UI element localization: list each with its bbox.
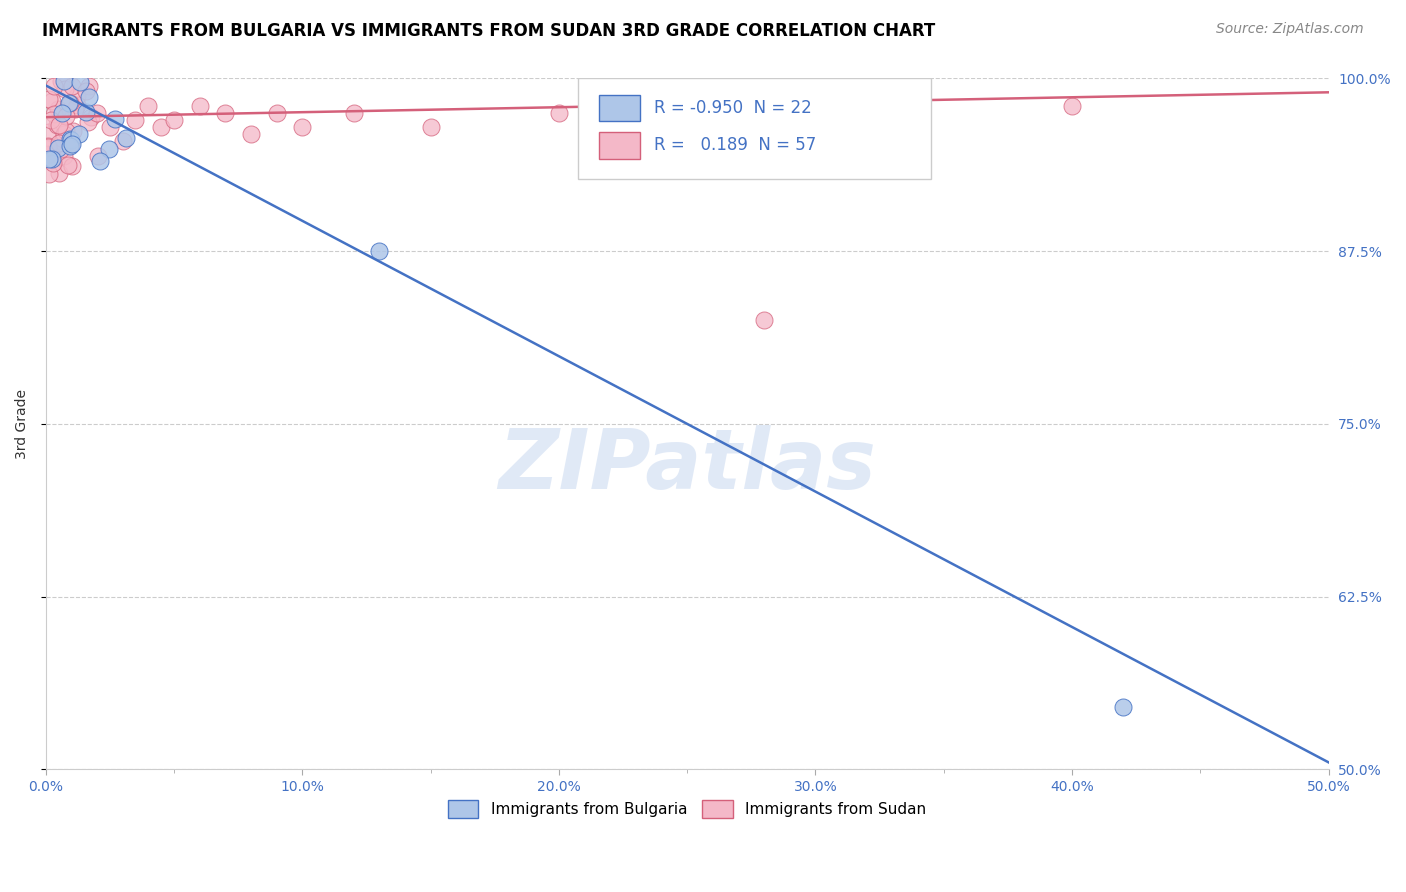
Point [86, 106, 108, 120]
Point [80, 110, 103, 124]
Point [368, 244, 391, 259]
Text: R =   0.189  N = 57: R = 0.189 N = 57 [654, 136, 815, 154]
Point [46, 118, 69, 132]
Point [41, 153, 63, 167]
Point [52, 127, 75, 141]
Point [1060, 99, 1083, 113]
Point [48, 102, 70, 116]
Text: IMMIGRANTS FROM BULGARIA VS IMMIGRANTS FROM SUDAN 3RD GRADE CORRELATION CHART: IMMIGRANTS FROM BULGARIA VS IMMIGRANTS F… [42, 22, 935, 40]
Point [51, 106, 73, 120]
Point [67, 127, 90, 141]
Point [75, 83, 97, 97]
Point [38, 125, 60, 139]
Point [56, 158, 79, 172]
Point [150, 120, 173, 134]
Point [52, 132, 75, 146]
FancyBboxPatch shape [599, 95, 640, 121]
Point [77, 79, 100, 94]
Point [65, 102, 87, 116]
Point [37, 147, 59, 161]
Point [58, 96, 80, 111]
Point [51, 142, 73, 156]
Point [60, 79, 83, 94]
Point [60, 133, 83, 147]
Point [60, 137, 83, 152]
Text: Source: ZipAtlas.com: Source: ZipAtlas.com [1216, 22, 1364, 37]
Point [59, 138, 82, 153]
Point [39, 147, 62, 161]
Point [55, 124, 77, 138]
Point [53, 82, 76, 96]
Point [266, 106, 288, 120]
Text: ZIPatlas: ZIPatlas [498, 425, 876, 506]
Point [419, 120, 441, 134]
Point [752, 313, 775, 327]
Point [41, 94, 63, 108]
Point [59, 96, 82, 111]
Point [52, 149, 75, 163]
Point [291, 120, 314, 134]
Point [188, 99, 211, 113]
Point [42, 156, 65, 170]
Point [103, 112, 125, 126]
Point [69, 75, 91, 89]
Point [42, 79, 65, 94]
Point [77, 89, 100, 103]
Legend: Immigrants from Bulgaria, Immigrants from Sudan: Immigrants from Bulgaria, Immigrants fro… [441, 794, 932, 824]
Point [124, 112, 146, 127]
Point [48, 166, 70, 180]
Point [48, 118, 70, 132]
Point [37, 138, 59, 153]
Point [60, 159, 83, 173]
Point [59, 134, 82, 148]
Point [46, 141, 69, 155]
Point [214, 106, 236, 120]
Point [163, 112, 186, 127]
Point [89, 154, 111, 169]
Point [342, 106, 364, 120]
FancyBboxPatch shape [578, 78, 931, 178]
Point [115, 130, 138, 145]
Point [66, 98, 89, 112]
Point [60, 136, 83, 151]
Point [111, 134, 134, 148]
Point [37, 139, 59, 153]
Point [39, 113, 62, 128]
Point [1112, 700, 1135, 714]
Point [42, 106, 65, 120]
Point [77, 115, 100, 129]
Point [547, 106, 569, 120]
Point [59, 132, 82, 146]
Point [87, 149, 110, 163]
Text: R = -0.950  N = 22: R = -0.950 N = 22 [654, 99, 811, 117]
Point [239, 127, 262, 141]
FancyBboxPatch shape [599, 132, 640, 159]
Point [55, 110, 77, 124]
Point [53, 74, 76, 88]
Point [38, 167, 60, 181]
Y-axis label: 3rd Grade: 3rd Grade [15, 389, 30, 458]
Point [97, 143, 120, 157]
Point [136, 99, 159, 113]
Point [51, 74, 73, 88]
Point [62, 124, 84, 138]
Point [98, 120, 121, 134]
Point [66, 88, 89, 103]
Point [48, 136, 70, 151]
Point [38, 153, 60, 167]
Point [38, 92, 60, 106]
Point [75, 104, 97, 119]
